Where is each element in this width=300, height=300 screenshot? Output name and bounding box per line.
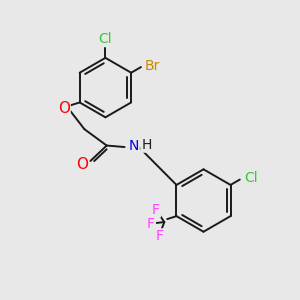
Text: O: O xyxy=(76,157,88,172)
Text: Cl: Cl xyxy=(99,32,112,46)
Text: Cl: Cl xyxy=(244,171,258,185)
Text: F: F xyxy=(147,217,155,231)
Text: F: F xyxy=(156,229,164,243)
Text: O: O xyxy=(58,101,70,116)
Text: Br: Br xyxy=(145,58,160,73)
Text: F: F xyxy=(152,202,160,217)
Text: N: N xyxy=(128,140,139,153)
Text: H: H xyxy=(141,138,152,152)
